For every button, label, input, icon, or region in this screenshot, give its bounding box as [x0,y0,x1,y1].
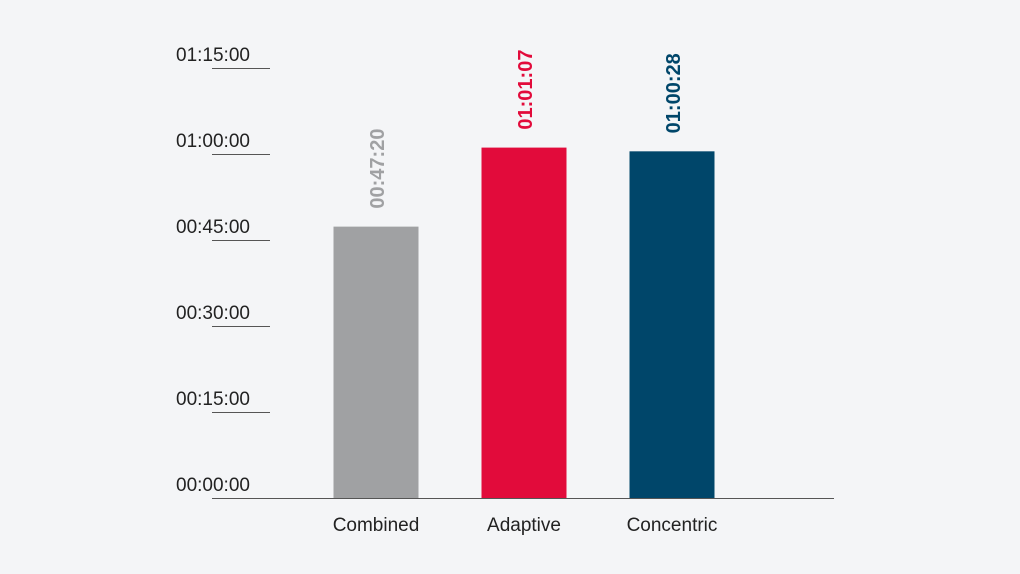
y-tick-label: 00:45:00 [176,217,250,238]
value-label-adaptive: 01:01:07 [515,50,537,130]
x-tick-label: Concentric [627,515,718,536]
y-tick-label: 00:00:00 [176,475,250,496]
value-label-combined: 00:47:20 [367,129,389,209]
x-tick-label: Combined [333,515,420,536]
y-tick-label: 00:30:00 [176,303,250,324]
bar-combined [333,226,419,498]
y-tick-label: 01:00:00 [176,131,250,152]
bar-adaptive [481,147,567,498]
value-label-concentric: 01:00:28 [663,53,685,133]
bars: 00:47:20 01:01:07 01:00:28 [333,50,715,498]
bar-concentric [629,151,715,498]
y-tick-label: 01:15:00 [176,45,250,66]
y-tick-label: 00:15:00 [176,389,250,410]
y-axis: 00:00:00 00:15:00 00:30:00 00:45:00 01:00:00… [176,45,270,496]
x-tick-label: Adaptive [487,515,561,536]
x-axis: Combined Adaptive Concentric [333,515,718,536]
